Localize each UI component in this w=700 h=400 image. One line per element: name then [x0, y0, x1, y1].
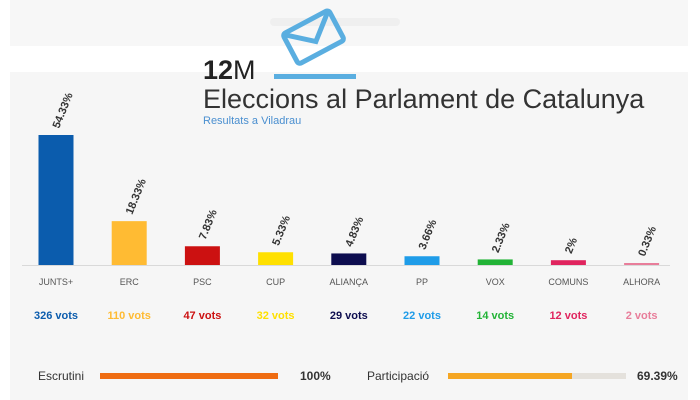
votes-label: 2 vots	[626, 310, 658, 322]
category-label: CUP	[266, 277, 285, 287]
escrutini-progress-track	[100, 373, 278, 379]
bar-value-label: 18.33%	[124, 177, 149, 216]
election-date-number: 12	[203, 55, 234, 85]
bar-junts	[38, 135, 74, 265]
votes-label: 22 vots	[403, 310, 441, 322]
bar-value-label: 5.33%	[270, 214, 293, 248]
bar-value-label: 4.83%	[343, 215, 366, 249]
votes-label: 326 vots	[34, 310, 78, 322]
votes-label: 14 vots	[476, 310, 514, 322]
votes-label: 110 vots	[107, 310, 150, 322]
votes-label: 29 vots	[330, 310, 368, 322]
election-date: 12M	[203, 56, 644, 84]
participacio-stat: Participació 69.39%	[367, 369, 682, 385]
participacio-progress-track	[448, 373, 626, 379]
escrutini-label: Escrutini	[38, 369, 85, 383]
bar-pp	[404, 256, 440, 265]
bar-comuns	[550, 260, 586, 265]
bar-aliana	[331, 253, 367, 265]
bar-value-label: 2.33%	[490, 221, 513, 255]
category-label: PSC	[193, 277, 212, 287]
bar-psc	[184, 246, 220, 265]
election-date-suffix: M	[233, 55, 256, 85]
bar-value-label: 54.33%	[51, 91, 76, 130]
bar-value-label: 0.33%	[636, 225, 659, 259]
category-label: VOX	[486, 277, 505, 287]
bar-alhora	[624, 263, 660, 265]
participacio-label: Participació	[367, 369, 430, 383]
escrutini-stat: Escrutini 100%	[38, 369, 338, 385]
bar-cup	[258, 252, 294, 265]
category-label: COMUNS	[548, 277, 588, 287]
escrutini-progress-fill	[100, 373, 278, 379]
category-label: ERC	[120, 277, 140, 287]
bar-value-label: 3.66%	[417, 218, 440, 252]
escrutini-value: 100%	[300, 369, 331, 383]
participacio-progress-fill	[448, 373, 572, 379]
title-block: 12M Eleccions al Parlament de Catalunya …	[203, 56, 644, 128]
bar-value-label: 7.83%	[197, 208, 220, 242]
bar-erc	[111, 221, 147, 265]
page-title: Eleccions al Parlament de Catalunya	[203, 84, 645, 114]
bar-vox	[477, 259, 513, 265]
votes-label: 32 vots	[257, 310, 295, 322]
ballot-envelope-icon	[274, 8, 356, 79]
votes-label: 47 vots	[183, 310, 221, 322]
bar-value-label: 2%	[563, 236, 580, 255]
votes-label: 12 vots	[549, 310, 587, 322]
category-label: ALHORA	[623, 277, 660, 287]
page-subtitle: Resultats a Viladrau	[203, 115, 302, 127]
category-label: JUNTS+	[39, 277, 73, 287]
participacio-value: 69.39%	[637, 369, 678, 383]
category-label: ALIANÇA	[330, 277, 369, 287]
category-label: PP	[416, 277, 428, 287]
